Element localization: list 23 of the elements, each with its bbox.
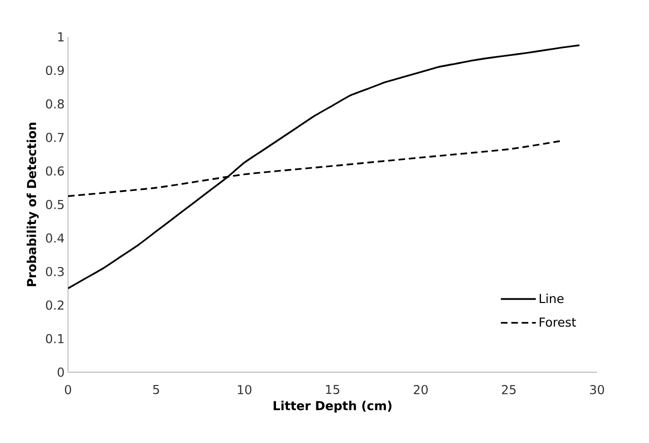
x-tick-label: 0 <box>64 384 72 394</box>
y-tick-label: 1 <box>58 32 64 42</box>
y-tick-label: 0.8 <box>46 99 64 109</box>
y-tick-label: 0 <box>58 368 64 377</box>
y-axis-title: Probability of Detection <box>26 122 39 286</box>
x-tick-label: 10 <box>238 384 252 394</box>
y-tick-label: 0.4 <box>46 233 64 243</box>
x-axis-title: Litter Depth (cm) <box>274 400 392 413</box>
x-tick-label: 15 <box>326 384 340 394</box>
line-series <box>68 44 580 290</box>
x-tick-label: 5 <box>153 384 160 394</box>
y-tick-label: 0.7 <box>46 132 64 142</box>
y-tick-label: 0.3 <box>46 266 64 276</box>
y-tick-label: 0.5 <box>46 200 64 210</box>
y-tick-label: 0.9 <box>46 66 64 76</box>
x-tick-label: 25 <box>502 384 516 394</box>
x-tick-label: 20 <box>414 384 428 394</box>
x-tick-label: 30 <box>590 384 604 394</box>
legend-label: Line <box>540 294 564 304</box>
y-tick-label: 0.1 <box>46 334 64 344</box>
legend-label: Forest <box>540 318 576 327</box>
y-tick-label: 0.6 <box>46 166 64 176</box>
y-tick-label: 0.2 <box>46 300 64 310</box>
